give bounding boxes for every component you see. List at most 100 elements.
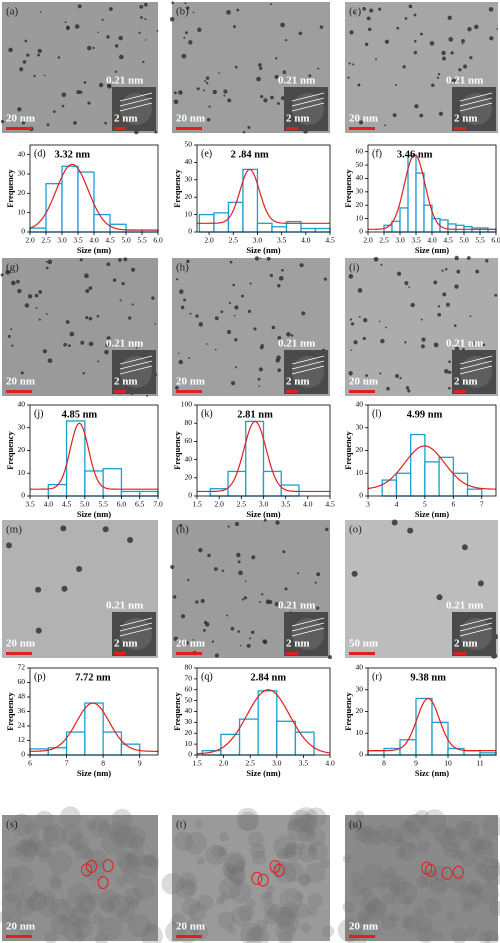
panel-label: (d) <box>34 148 46 159</box>
texture <box>459 849 477 867</box>
bar <box>61 165 79 233</box>
y-tick-label: 30 <box>185 175 193 184</box>
texture <box>441 50 446 56</box>
texture <box>467 880 483 895</box>
texture <box>174 831 194 852</box>
texture <box>386 386 390 391</box>
x-tick-label: 3.5 <box>73 236 83 245</box>
texture <box>124 853 138 867</box>
texture <box>358 120 364 125</box>
texture <box>102 526 109 533</box>
texture <box>375 824 393 843</box>
bar <box>415 172 425 233</box>
scale-label: 20 nm <box>6 376 35 388</box>
tem-panel: (t) 20 nm <box>161 807 335 943</box>
texture <box>258 63 262 67</box>
texture <box>226 330 232 335</box>
texture <box>258 367 263 372</box>
texture <box>436 76 440 79</box>
texture <box>144 18 147 21</box>
texture <box>349 318 353 321</box>
texture <box>478 858 500 881</box>
texture <box>277 368 282 373</box>
texture <box>138 31 141 34</box>
plot-frame <box>196 144 331 233</box>
texture <box>186 6 190 10</box>
texture <box>322 925 335 938</box>
inset-scale-label: 2 nm <box>286 376 310 388</box>
texture <box>266 885 275 894</box>
texture <box>97 31 100 34</box>
texture <box>127 536 134 543</box>
texture <box>74 24 80 29</box>
texture <box>171 913 186 929</box>
texture <box>200 598 205 604</box>
texture <box>179 289 184 294</box>
texture <box>85 289 90 293</box>
texture <box>298 844 317 863</box>
texture <box>454 346 460 351</box>
texture <box>270 3 272 6</box>
texture <box>269 273 274 278</box>
tem-panel: (m) 20 nm 0.21 nm 2 nm <box>2 520 158 658</box>
x-tick-label: 2.5 <box>229 236 239 245</box>
texture <box>96 314 100 318</box>
lattice-line <box>119 97 153 107</box>
texture <box>222 863 236 877</box>
texture <box>260 891 274 905</box>
texture <box>236 8 240 12</box>
texture <box>466 256 471 260</box>
texture <box>121 825 146 850</box>
texture <box>477 835 493 850</box>
panel-label: (m) <box>6 524 22 536</box>
texture <box>2 881 13 892</box>
scale-label: 20 nm <box>6 921 35 933</box>
texture <box>271 325 276 330</box>
panel-label: (t) <box>176 819 187 831</box>
texture <box>437 73 441 76</box>
texture <box>28 892 48 912</box>
texture <box>218 72 221 74</box>
texture <box>47 259 53 265</box>
texture <box>38 290 42 294</box>
texture <box>277 911 300 934</box>
texture <box>389 912 400 923</box>
panel-label: (j) <box>34 408 43 419</box>
texture <box>181 53 187 59</box>
x-tick-label: 4.0 <box>325 759 335 768</box>
texture <box>276 848 288 860</box>
texture <box>252 850 267 865</box>
y-tick-label: 20 <box>18 188 26 197</box>
texture <box>226 614 229 617</box>
texture <box>16 839 32 855</box>
texture <box>471 885 483 896</box>
x-tick-label: 6 <box>451 500 455 509</box>
texture <box>350 349 353 352</box>
lattice-line <box>119 355 153 365</box>
fit-curve <box>29 163 158 231</box>
inset-particle <box>460 618 492 650</box>
texture <box>59 806 81 828</box>
bar <box>479 227 489 233</box>
texture <box>20 371 24 375</box>
texture <box>454 284 459 289</box>
texture <box>35 627 42 634</box>
texture <box>101 830 125 855</box>
texture <box>97 360 100 363</box>
x-tick-label: 8 <box>382 759 386 768</box>
texture <box>74 842 91 860</box>
texture <box>184 31 188 35</box>
texture <box>45 266 49 270</box>
texture <box>87 101 91 105</box>
texture <box>453 324 457 327</box>
x-tick-label: 3.0 <box>57 236 67 245</box>
texture <box>106 336 111 341</box>
texture <box>195 600 199 604</box>
tem-panel: (h) 20 nm 0.21 nm 2 nm <box>172 256 330 396</box>
inset-scale-label: 2 nm <box>454 376 478 388</box>
texture <box>383 827 403 848</box>
texture <box>223 866 237 880</box>
texture <box>276 101 280 105</box>
texture <box>442 292 447 297</box>
bar <box>395 472 412 497</box>
